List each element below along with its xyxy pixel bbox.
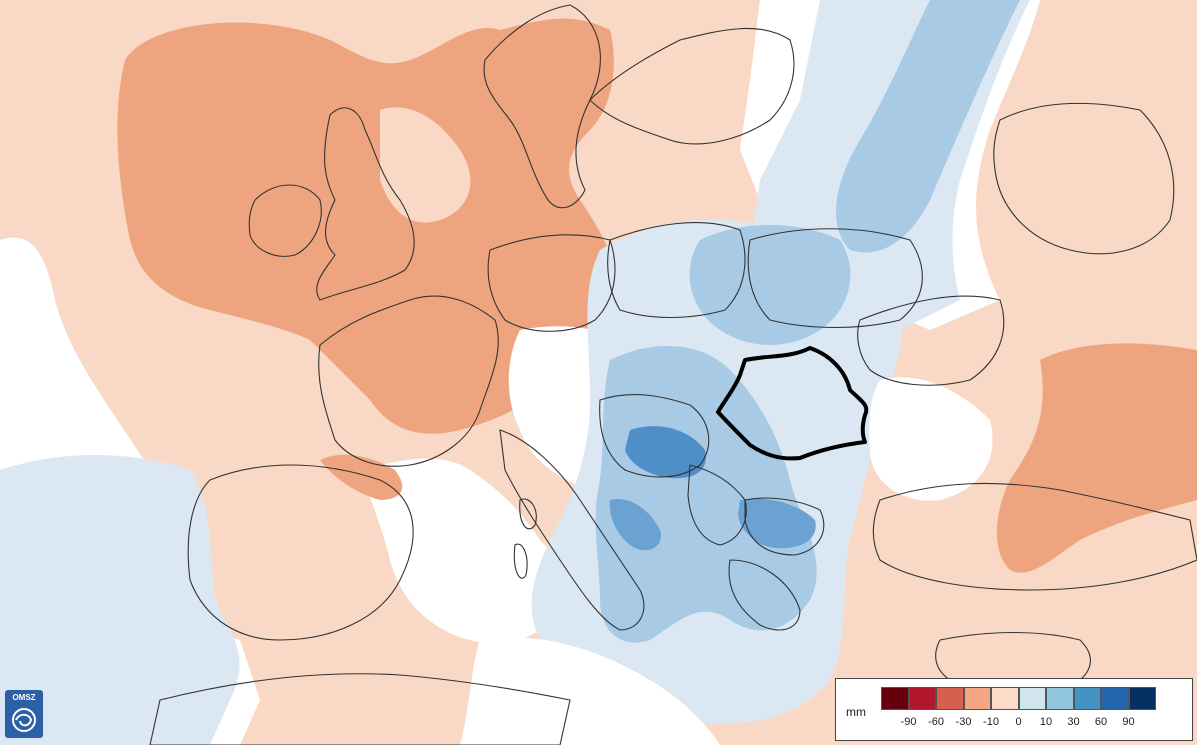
swirl-icon — [12, 708, 36, 732]
legend-swatch-4 — [991, 687, 1019, 710]
legend-tick-label: 0 — [1015, 716, 1022, 728]
mid-blue-zone-balkans — [595, 346, 817, 643]
legend-swatch-7 — [1073, 687, 1101, 710]
legend-tick-label: -90 — [900, 716, 917, 728]
white-zone-east — [869, 377, 993, 501]
romania-border-highlight — [716, 346, 869, 461]
legend-tick-label: 60 — [1094, 716, 1108, 728]
legend-swatch-1 — [908, 687, 936, 710]
country-borders — [149, 4, 1197, 745]
legend-unit-label: mm — [846, 705, 866, 719]
legend-tick-label: 30 — [1067, 716, 1080, 728]
light-zone-northsea — [380, 107, 471, 223]
legend-tick-label: -60 — [928, 716, 944, 728]
legend-tick-label: -30 — [955, 716, 972, 728]
legend-tick-label: 90 — [1122, 716, 1135, 728]
omsz-logo-text: OMSZ — [12, 693, 36, 702]
legend-tick-label: 10 — [1039, 716, 1053, 728]
blue-zone-atlantic — [0, 455, 240, 745]
legend-swatch-2 — [936, 687, 964, 710]
red-zone-east — [996, 343, 1197, 573]
legend-swatches — [881, 687, 1156, 710]
legend-swatch-5 — [1018, 687, 1046, 710]
dark-blue-zone-bulgaria — [738, 498, 816, 549]
mid-blue-zone-ukraine — [689, 225, 851, 345]
white-zone-med-west — [360, 458, 564, 644]
red-zone-spain — [320, 454, 403, 500]
legend-tick-label: -10 — [983, 716, 999, 728]
legend-swatch-9 — [1128, 687, 1156, 710]
mid-blue-zone-east — [836, 0, 1020, 253]
dark-blue-zone-adriatic — [609, 499, 661, 551]
legend-swatch-8 — [1101, 687, 1129, 710]
precipitation-legend: mm -90 -60 -30 -10 0 10 30 60 90 — [835, 678, 1193, 741]
legend-swatch-0 — [881, 687, 909, 710]
legend-ticks: -90 -60 -30 -10 0 10 30 60 90 — [881, 716, 1183, 732]
dark-blue-zone-bosnia — [625, 426, 706, 479]
legend-swatch-3 — [963, 687, 991, 710]
omsz-logo: OMSZ — [5, 690, 43, 738]
red-zone-northwest — [117, 18, 614, 434]
legend-swatch-6 — [1046, 687, 1074, 710]
white-zone-med-south — [460, 637, 720, 745]
